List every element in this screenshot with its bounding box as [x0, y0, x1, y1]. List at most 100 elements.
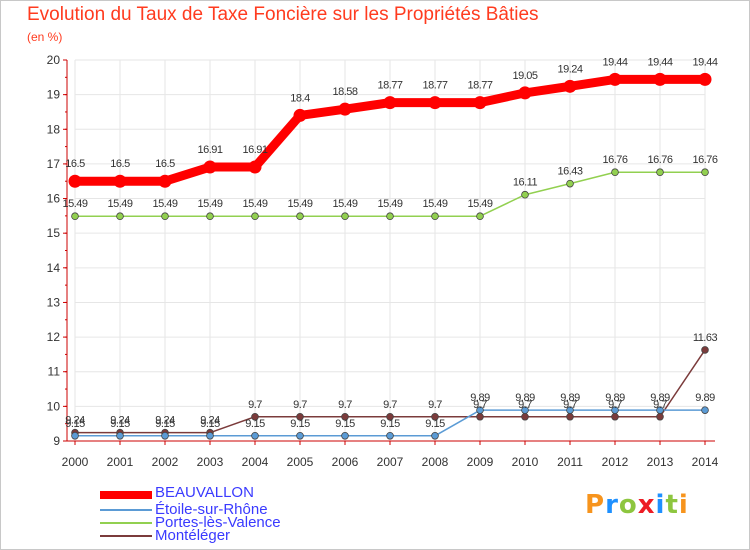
- data-label: 19.05: [512, 70, 537, 82]
- data-label: 9.24: [155, 415, 175, 427]
- data-point: [566, 179, 574, 188]
- data-point: [383, 96, 397, 110]
- data-label: 9.7: [428, 399, 442, 411]
- data-label: 15.49: [197, 198, 222, 210]
- legend-label-beauvallon: BEAUVALLON: [155, 484, 254, 501]
- data-label: 9.7: [608, 399, 622, 411]
- data-point: [296, 212, 304, 221]
- x-tick-label: 2009: [467, 455, 494, 469]
- data-label: 18.58: [332, 86, 357, 98]
- logo-letter: P: [585, 490, 606, 520]
- data-point: [656, 406, 664, 414]
- x-tick-label: 2002: [152, 455, 179, 469]
- legend-swatch-monteleger: [100, 535, 152, 537]
- data-label: 9.89: [695, 392, 715, 404]
- data-point: [566, 406, 574, 414]
- data-label: 9.89: [470, 392, 490, 404]
- data-label: 16.43: [557, 166, 582, 178]
- data-label: 18.4: [290, 92, 310, 104]
- data-label: 15.49: [287, 198, 312, 210]
- legend-swatch-portes: [100, 522, 152, 524]
- series-beauvallon: [68, 72, 712, 188]
- data-point: [521, 190, 529, 199]
- data-label: 16.91: [197, 144, 222, 156]
- data-label: 9.7: [473, 399, 487, 411]
- x-tick-label: 2008: [422, 455, 449, 469]
- data-point: [386, 412, 394, 421]
- data-label: 16.5: [65, 158, 85, 170]
- data-point: [251, 412, 259, 421]
- data-point: [701, 406, 709, 414]
- y-tick-label: 13: [47, 295, 61, 309]
- data-label: 16.76: [647, 154, 672, 166]
- data-label: 9.7: [518, 399, 532, 411]
- data-label: 19.24: [557, 63, 582, 75]
- logo-letter: o: [618, 490, 638, 520]
- data-label: 15.49: [467, 198, 492, 210]
- x-tick-label: 2014: [692, 455, 719, 469]
- gridlines: [74, 59, 706, 442]
- data-point: [296, 432, 304, 440]
- data-point: [116, 212, 124, 221]
- data-label: 9.15: [110, 418, 130, 430]
- data-point: [68, 174, 82, 188]
- data-point: [161, 432, 169, 440]
- logo-letter: i: [655, 490, 666, 520]
- data-label: 9.15: [155, 418, 175, 430]
- data-label: 15.49: [152, 198, 177, 210]
- x-tick-label: 2001: [107, 455, 134, 469]
- data-label: 9.7: [383, 399, 397, 411]
- legend-label-etoile: Étoile-sur-Rhône: [155, 501, 268, 518]
- data-label: 9.15: [335, 418, 355, 430]
- data-point: [428, 96, 442, 110]
- data-point: [71, 432, 79, 440]
- y-tick-label: 15: [47, 226, 61, 240]
- data-label: 15.49: [422, 198, 447, 210]
- data-label: 19.44: [647, 56, 672, 68]
- data-label: 16.11: [513, 177, 538, 189]
- series-monteleger: [71, 346, 709, 437]
- data-labels-monteleger: 9.24 9.24 9.24 9.24 9.7 9.7 9.7 9.7 9.7 9.7 9.7 9.7…: [65, 332, 718, 427]
- data-point: [203, 160, 217, 174]
- x-tick-label: 2005: [287, 455, 314, 469]
- data-label: 9.24: [110, 415, 130, 427]
- x-tick-label: 2004: [242, 455, 269, 469]
- y-tick-label: 10: [47, 399, 61, 413]
- data-point: [386, 212, 394, 221]
- data-label: 15.49: [377, 198, 402, 210]
- data-point: [296, 412, 304, 421]
- y-tick-label: 9: [53, 434, 60, 448]
- data-label: 9.15: [380, 418, 400, 430]
- data-label: 19.44: [692, 56, 717, 68]
- data-label: 9.15: [290, 418, 310, 430]
- data-label: 16.91: [242, 144, 267, 156]
- data-point: [113, 174, 127, 188]
- x-tick-label: 2012: [602, 455, 629, 469]
- data-labels-beauvallon: 16.5 16.5 16.5 16.91 16.91 18.4 18.58 18.77 18.7…: [65, 56, 718, 170]
- data-label: 15.49: [242, 198, 267, 210]
- legend-swatch-etoile: [100, 509, 152, 511]
- data-label: 19.44: [602, 56, 627, 68]
- data-point: [206, 432, 214, 440]
- data-label: 16.76: [602, 154, 627, 166]
- data-label: 15.49: [62, 198, 87, 210]
- data-point: [386, 432, 394, 440]
- series-etoile-sur-rhone: [71, 406, 709, 440]
- data-label: 18.77: [422, 80, 447, 92]
- data-point: [611, 168, 619, 177]
- logo-letter: t: [665, 490, 679, 520]
- data-point: [158, 174, 172, 188]
- data-label: 9.24: [65, 415, 85, 427]
- data-label: 9.7: [248, 399, 262, 411]
- data-label: 9.15: [65, 418, 85, 430]
- data-label: 9.89: [605, 392, 625, 404]
- x-tick-label: 2000: [62, 455, 89, 469]
- data-point: [656, 412, 664, 421]
- data-point: [701, 168, 709, 177]
- data-point: [521, 412, 529, 421]
- data-point: [521, 406, 529, 414]
- x-tick-label: 2003: [197, 455, 224, 469]
- data-label: 9.89: [560, 392, 580, 404]
- y-tick-label: 14: [47, 261, 61, 275]
